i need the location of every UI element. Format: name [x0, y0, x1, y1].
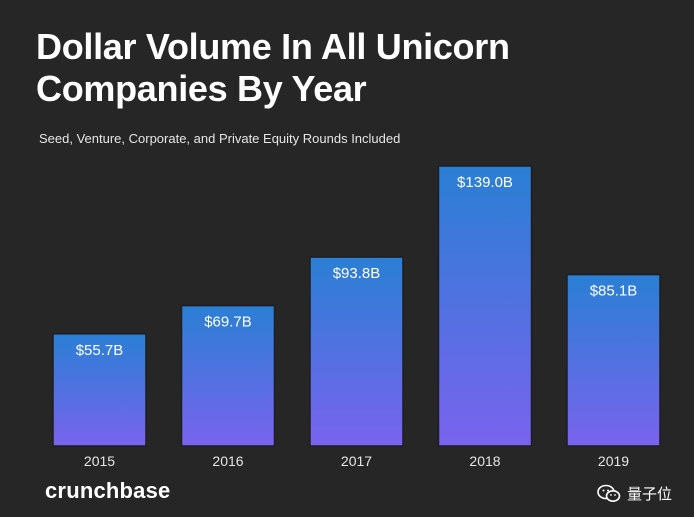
chart-title-line-2: Companies By Year [36, 68, 367, 109]
bar-2015 [52, 333, 147, 447]
watermark: 量子位 [597, 483, 672, 504]
x-tick-label-2017: 2017 [341, 453, 372, 469]
data-label-2019: $85.1B [590, 283, 638, 300]
chart-title: Dollar Volume In All Unicorn Companies B… [36, 26, 510, 110]
data-label-2018: $139.0B [457, 174, 513, 191]
data-label-2017: $93.8B [333, 265, 381, 282]
data-label-2016: $69.7B [204, 314, 252, 331]
x-tick-label-2015: 2015 [84, 453, 115, 469]
watermark-text: 量子位 [627, 486, 673, 503]
bar-2018 [437, 165, 533, 447]
x-tick-label-2016: 2016 [212, 453, 243, 469]
bar-2017 [309, 256, 404, 447]
chart-subtitle: Seed, Venture, Corporate, and Private Eq… [39, 131, 401, 146]
x-tick-label-2019: 2019 [598, 453, 629, 469]
chart-title-line-1: Dollar Volume In All Unicorn [36, 26, 510, 67]
x-tick-label-2018: 2018 [469, 453, 500, 469]
wechat-icon [597, 484, 621, 502]
bar-2019 [566, 273, 661, 447]
bar-2016 [180, 304, 276, 447]
bars-group: $55.7B 2015 $69.7B 2016 $93.8B 2017 $139.0B 201… [52, 165, 661, 469]
data-label-2015: $55.7B [76, 342, 124, 359]
crunchbase-logo: crunchbase [45, 478, 171, 503]
